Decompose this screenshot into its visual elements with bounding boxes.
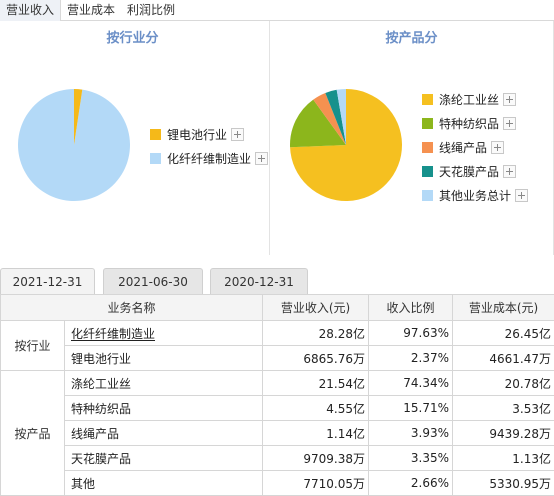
row-name: 特种纺织品 <box>63 395 264 421</box>
industry-pie-chart <box>18 89 131 201</box>
row-ratio: 74.34% <box>368 370 454 396</box>
header-ratio: 收入比例 <box>368 294 454 321</box>
header-business-name: 业务名称 <box>0 294 264 321</box>
pie-slice-1 <box>74 89 83 145</box>
legend-label: 天花膜产品 <box>439 164 500 179</box>
legend-item-ceiling-film: 天花膜产品 <box>422 159 528 183</box>
legend-label: 其他业务总计 <box>439 188 512 203</box>
legend-swatch <box>150 128 161 140</box>
row-revenue: 9709.38万 <box>262 445 370 471</box>
table-row: 天花膜产品 9709.38万 3.35% 1.13亿 <box>1 445 554 471</box>
business-table: 业务名称 营业收入(元) 收入比例 营业成本(元) 按行业 化纤纤维制造业 28… <box>0 294 554 496</box>
table-header-row: 业务名称 营业收入(元) 收入比例 营业成本(元) <box>0 294 554 321</box>
legend-swatch <box>422 141 433 153</box>
expand-plus-icon[interactable] <box>231 127 245 141</box>
legend-label: 锂电池行业 <box>167 127 228 142</box>
group-label-industry: 按行业 <box>0 320 65 371</box>
product-panel-title: 按产品分 <box>385 31 438 46</box>
product-panel: 按产品分 涤纶工业丝 特种纺织品 线绳产品 天花膜产品 <box>270 21 554 255</box>
row-cost: 1.13亿 <box>452 445 554 471</box>
pie-slice-4 <box>336 89 346 145</box>
tab-cost[interactable]: 营业成本 <box>67 3 116 17</box>
legend-label: 涤纶工业丝 <box>439 92 500 107</box>
pie-slice-3 <box>325 89 346 145</box>
row-ratio: 3.35% <box>368 445 454 471</box>
row-revenue: 28.28亿 <box>262 320 370 346</box>
legend-swatch <box>422 117 433 129</box>
legend-label: 化纤纤维制造业 <box>167 151 252 166</box>
legend-swatch <box>422 93 433 105</box>
row-name[interactable]: 化纤纤维制造业 <box>63 320 264 346</box>
industry-panel: 按行业分 锂电池行业 化纤纤维制造业 <box>0 21 270 255</box>
legend-label: 特种纺织品 <box>439 116 500 131</box>
table-row: 特种纺织品 4.55亿 15.71% 3.53亿 <box>1 395 554 421</box>
expand-plus-icon[interactable] <box>503 92 517 106</box>
row-ratio: 15.71% <box>368 395 454 421</box>
group-label-product: 按产品 <box>0 370 65 496</box>
legend-item-polyester: 涤纶工业丝 <box>422 87 528 111</box>
legend-swatch <box>422 165 433 177</box>
product-legend: 涤纶工业丝 特种纺织品 线绳产品 天花膜产品 其他业务总计 <box>422 87 529 207</box>
legend-item-fiber: 化纤纤维制造业 <box>150 146 269 170</box>
row-cost: 4661.47万 <box>452 345 554 371</box>
tab-profit-ratio[interactable]: 利润比例 <box>127 3 176 17</box>
expand-plus-icon[interactable] <box>255 151 269 165</box>
row-name: 线绳产品 <box>63 420 264 446</box>
row-revenue: 7710.05万 <box>262 470 370 496</box>
pie-slice-0 <box>290 89 403 201</box>
tab-date-2021-06-30[interactable]: 2021-06-30 <box>103 268 203 294</box>
row-ratio: 2.37% <box>368 345 454 371</box>
legend-item-battery: 锂电池行业 <box>150 122 268 146</box>
tab-date-2020-12-31[interactable]: 2020-12-31 <box>210 268 308 294</box>
row-revenue: 4.55亿 <box>262 395 370 421</box>
table-row: 锂电池行业 6865.76万 2.37% 4661.47万 <box>1 345 554 371</box>
row-cost: 5330.95万 <box>452 470 554 496</box>
tab-date-2021-12-31[interactable]: 2021-12-31 <box>0 268 95 294</box>
product-pie-chart <box>290 89 403 201</box>
expand-plus-icon[interactable] <box>503 116 517 130</box>
table-row: 其他 7710.05万 2.66% 5330.95万 <box>1 470 554 496</box>
legend-item-special-textile: 特种纺织品 <box>422 111 528 135</box>
legend-item-cord: 线绳产品 <box>422 135 528 159</box>
header-cost: 营业成本(元) <box>452 294 554 321</box>
table-row: 按行业 化纤纤维制造业 28.28亿 97.63% 26.45亿 <box>0 320 554 371</box>
row-revenue: 1.14亿 <box>262 420 370 446</box>
row-cost: 9439.28万 <box>452 420 554 446</box>
industry-legend: 锂电池行业 化纤纤维制造业 <box>150 122 269 170</box>
row-cost: 20.78亿 <box>452 370 554 396</box>
row-revenue: 21.54亿 <box>262 370 370 396</box>
row-revenue: 6865.76万 <box>262 345 370 371</box>
row-ratio: 97.63% <box>368 320 454 346</box>
expand-plus-icon[interactable] <box>503 164 517 178</box>
industry-panel-title: 按行业分 <box>106 31 159 46</box>
top-tab-bar: 营业收入 营业成本 利润比例 <box>0 0 554 21</box>
legend-label: 线绳产品 <box>439 140 488 155</box>
row-name-text[interactable]: 化纤纤维制造业 <box>71 326 156 341</box>
row-name: 天花膜产品 <box>63 445 264 471</box>
legend-item-other: 其他业务总计 <box>422 183 529 207</box>
row-ratio: 2.66% <box>368 470 454 496</box>
tab-revenue[interactable]: 营业收入 <box>0 0 62 21</box>
row-ratio: 3.93% <box>368 420 454 446</box>
pie-slice-1 <box>290 99 346 148</box>
row-name: 其他 <box>63 470 264 496</box>
row-cost: 3.53亿 <box>452 395 554 421</box>
legend-swatch <box>150 152 161 164</box>
legend-swatch <box>422 189 433 201</box>
expand-plus-icon[interactable] <box>491 140 505 154</box>
pie-slice-2 <box>313 92 346 145</box>
charts-area: 按行业分 锂电池行业 化纤纤维制造业 按产品分 涤纶工业丝 <box>0 21 554 255</box>
table-row: 按产品 涤纶工业丝 21.54亿 74.34% 20.78亿 <box>0 370 554 496</box>
expand-plus-icon[interactable] <box>515 188 529 202</box>
date-tab-bar: 2021-12-31 2021-06-30 2020-12-31 <box>0 268 554 294</box>
pie-slice-0 <box>18 89 131 201</box>
table-row: 线绳产品 1.14亿 3.93% 9439.28万 <box>1 420 554 446</box>
row-cost: 26.45亿 <box>452 320 554 346</box>
header-revenue: 营业收入(元) <box>262 294 370 321</box>
row-name: 锂电池行业 <box>63 345 264 371</box>
row-name: 涤纶工业丝 <box>63 370 264 396</box>
